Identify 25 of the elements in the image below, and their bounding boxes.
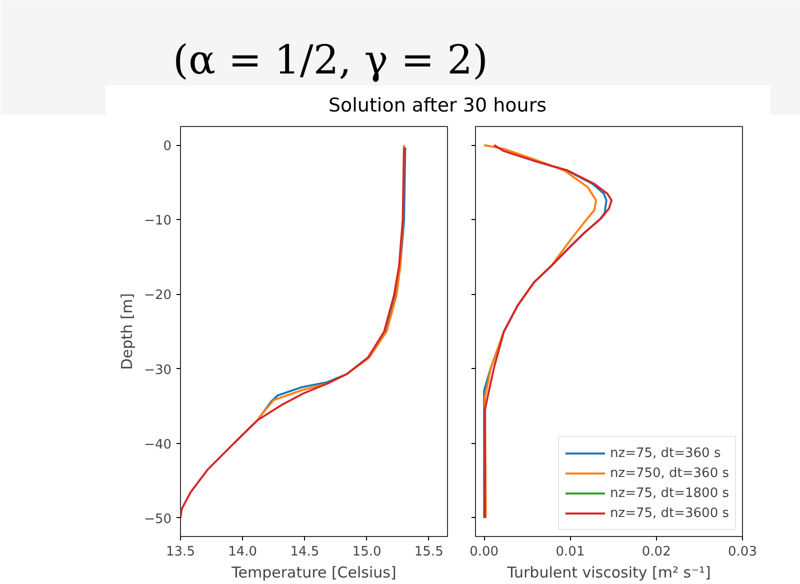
x-tick-label: 0.03 [728,544,757,560]
legend-label: nz=75, dt=360 s [610,446,721,460]
x-axis-title: Temperature [Celsius] [230,564,396,582]
line-series [180,146,406,519]
x-tick-label: 15.0 [352,544,382,560]
x-tick-label: 14.0 [228,544,258,560]
y-tick-label: −50 [144,512,172,527]
y-tick-label: −20 [144,288,172,304]
x-tick-label: 0.01 [556,544,585,560]
x-tick-label: 0.00 [470,544,499,560]
x-axis-title: Turbulent viscosity [m² s⁻¹] [506,564,711,582]
chart-subtitle: Solution after 30 hours [328,94,547,116]
x-tick-label: 0.02 [642,544,671,560]
legend-label: nz=750, dt=360 s [610,466,729,480]
y-tick-label: −10 [144,214,172,229]
legend-label: nz=75, dt=1800 s [610,486,729,500]
x-tick-label: 13.5 [166,544,195,560]
chart-title: (α = 1/2, γ = 2) [172,38,488,84]
x-tick-label: 14.5 [290,544,320,560]
legend-label: nz=75, dt=3600 s [610,506,729,520]
y-tick-label: −40 [144,437,172,452]
x-tick-label: 15.5 [414,544,444,560]
y-tick-label: 0 [163,139,172,154]
y-axis-title: Depth [m] [118,293,136,370]
y-tick-label: −30 [144,362,172,378]
